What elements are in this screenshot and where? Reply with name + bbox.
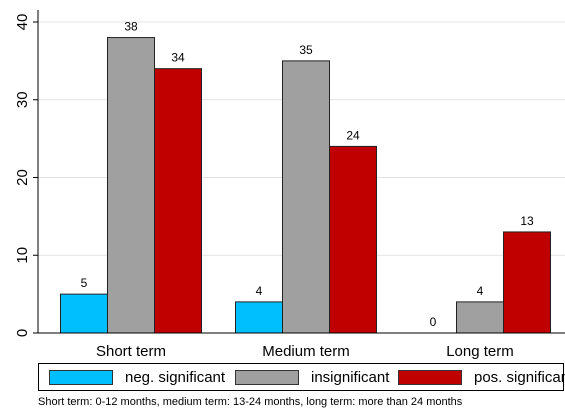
data-label: 34 [171,51,185,65]
legend-label-neg-significant: neg. significant [125,368,226,386]
y-tick-label: 30 [14,91,31,108]
data-label: 24 [346,128,360,142]
bar [235,301,283,334]
y-tick-label: 10 [14,247,31,264]
bar [503,231,551,334]
bar [154,68,202,334]
legend-label-insignificant: insignificant [311,368,390,386]
y-tick-label: 20 [14,169,31,186]
chart-note: Short term: 0-12 months, medium term: 13… [38,396,463,408]
data-label: 4 [256,284,263,298]
data-labels: 5 38 34 4 35 24 0 4 13 [81,20,534,329]
y-tick-label: 0 [14,329,31,337]
bar [282,60,330,334]
legend-swatch-neg-significant [49,369,113,385]
legend-swatch-insignificant [235,369,299,385]
legend: neg. significant insignificant pos. sign… [38,363,565,391]
x-tick-label: Long term [446,343,514,360]
data-label: 0 [430,315,437,329]
legend-item-neg-significant: neg. significant [49,368,226,386]
data-label: 4 [477,284,484,298]
data-label: 5 [81,276,88,290]
bar [456,301,504,334]
legend-item-insignificant: insignificant [235,368,390,386]
legend-swatch-pos-significant [398,369,462,385]
data-label: 35 [299,43,313,57]
x-axis: Short term Medium term Long term [38,332,565,360]
bar [60,293,108,334]
data-label: 13 [520,214,534,228]
x-tick-label: Short term [96,343,166,360]
data-label: 38 [124,20,138,34]
legend-item-pos-significant: pos. significant [398,368,565,386]
y-axis: 0 10 20 30 40 [14,10,39,337]
legend-label-pos-significant: pos. significant [474,368,565,386]
x-tick-label: Medium term [262,343,350,360]
bar [107,37,155,334]
bar [329,145,377,334]
y-tick-label: 40 [14,14,31,31]
